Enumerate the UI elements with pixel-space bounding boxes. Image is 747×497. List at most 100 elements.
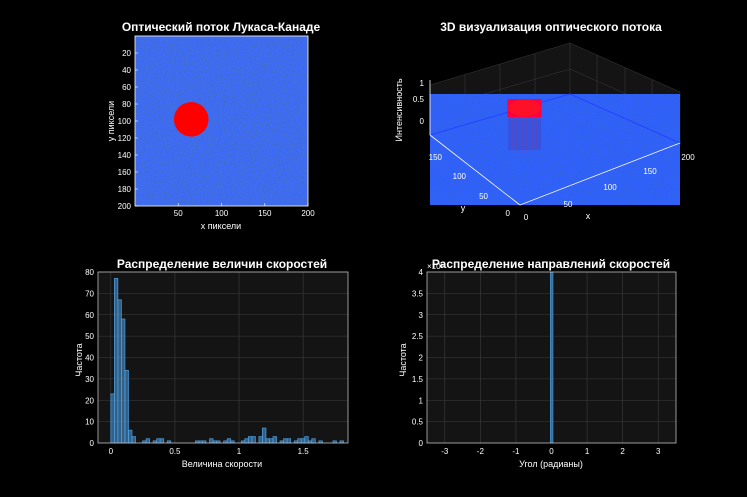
heatmap-panel: Оптический поток Лукаса-Канаде 20 40 60 80 1…	[106, 20, 321, 231]
magnitude-y-tick-label: 10	[85, 418, 94, 427]
direction-ylabel: Частота	[398, 343, 408, 376]
magnitude-x-tick-label: 0.5	[169, 447, 181, 456]
magnitude-bar	[283, 438, 288, 444]
direction-y-tick-label: 1	[419, 396, 424, 405]
heatmap-y-tick-label: 200	[118, 202, 132, 211]
heatmap-xlabel: x пиксели	[201, 221, 241, 231]
magnitude-bar	[269, 438, 274, 444]
surface-xlabel: x	[586, 211, 591, 221]
heatmap-y-tick-label: 40	[122, 66, 131, 75]
magnitude-bars	[110, 278, 344, 444]
magnitude-bar	[304, 436, 309, 444]
magnitude-bar	[244, 438, 249, 444]
magnitude-xlabel: Величина скорости	[182, 459, 262, 469]
magnitude-bar	[258, 436, 263, 444]
magnitude-bar	[311, 438, 316, 444]
direction-bar	[550, 271, 554, 444]
direction-y-tick-label: 0	[419, 439, 424, 448]
heatmap-x-tick-label: 100	[215, 209, 229, 218]
magnitude-bar	[247, 436, 253, 444]
direction-y-tick-label: 3.5	[412, 289, 424, 298]
heatmap-x-tick-label: 150	[258, 209, 272, 218]
magnitude-y-tick-label: 20	[85, 396, 94, 405]
direction-y-tick-label: 2	[419, 354, 424, 363]
magnitude-x-tick-label: 1.5	[298, 447, 310, 456]
surface-z-tick-label: 0.5	[413, 95, 425, 104]
direction-y-tick-label: 3	[419, 311, 424, 320]
magnitude-bar	[297, 438, 302, 444]
magnitude-histogram-panel: Распределение величин скоростей 0 0.5 1 1.5…	[74, 257, 349, 469]
surface-zlabel: Интенсивность	[394, 78, 404, 141]
heatmap-y-tick-label: 180	[118, 185, 132, 194]
surface-floor	[430, 94, 680, 205]
surface-y-tick-label: 0	[506, 209, 511, 218]
direction-exponent: ×10⁴	[427, 262, 445, 271]
surface-y-axis-line	[429, 134, 521, 206]
surface-grid-lines	[429, 54, 681, 131]
surface-x-tick-label: 200	[681, 153, 695, 162]
magnitude-bar	[272, 436, 277, 444]
heatmap-x-tick-label: 200	[301, 209, 315, 218]
magnitude-axes-box	[97, 271, 349, 444]
magnitude-bar	[121, 318, 126, 444]
direction-x-tick-label: -3	[441, 447, 449, 456]
heatmap-title: Оптический поток Лукаса-Канаде	[122, 20, 321, 34]
heatmap-y-tick-label: 20	[122, 49, 131, 58]
direction-axes-box	[426, 271, 677, 444]
magnitude-y-tick-label: 60	[85, 311, 94, 320]
direction-title: Распределение направлений скоростей	[432, 257, 670, 271]
magnitude-bar	[209, 438, 214, 444]
magnitude-bar	[159, 438, 165, 444]
surface-ylabel: y	[461, 203, 466, 213]
magnitude-y-tick-label: 0	[90, 439, 95, 448]
surface-x-tick-label: 100	[603, 183, 617, 192]
magnitude-bar	[110, 393, 115, 444]
heatmap-circle	[173, 102, 209, 137]
heatmap-y-tick-label: 60	[122, 83, 131, 92]
direction-x-tick-label: 1	[585, 447, 590, 456]
direction-histogram-panel: Распределение направлений скоростей -3 -2…	[398, 257, 677, 469]
magnitude-y-tick-label: 50	[85, 332, 94, 341]
magnitude-y-tick-label: 80	[85, 268, 94, 277]
magnitude-bar	[117, 299, 122, 444]
surface-y-tick-label: 50	[479, 192, 488, 201]
heatmap-y-tick-label: 80	[122, 100, 131, 109]
magnitude-ticks: 0 0.5 1 1.5 0 10 20 30 40 50 60 70 80	[85, 268, 309, 456]
direction-y-tick-label: 0.5	[412, 418, 424, 427]
magnitude-bar	[226, 438, 232, 444]
magnitude-bar	[265, 438, 270, 444]
direction-bars	[550, 271, 554, 444]
surface-z-tick-label: 1	[420, 79, 425, 88]
magnitude-x-tick-label: 0	[109, 447, 114, 456]
heatmap-y-tick-label: 140	[118, 151, 132, 160]
heatmap-ylabel: y пиксели	[106, 101, 116, 141]
surface-x-tick-label: 50	[564, 200, 573, 209]
magnitude-y-tick-label: 70	[85, 289, 94, 298]
heatmap-x-tick-label: 50	[174, 209, 183, 218]
surface-title: 3D визуализация оптического потока	[440, 20, 662, 34]
magnitude-x-tick-label: 1	[237, 447, 242, 456]
heatmap-y-ticks: 20 40 60 80 100 120 140 160 180 200	[118, 49, 138, 211]
magnitude-bar	[124, 369, 129, 444]
direction-x-tick-label: 0	[549, 447, 554, 456]
heatmap-y-tick-label: 120	[118, 134, 132, 143]
magnitude-bar	[145, 438, 150, 444]
magnitude-bar	[131, 436, 136, 444]
direction-x-tick-label: 3	[656, 447, 661, 456]
heatmap-noise-background	[135, 36, 308, 206]
direction-y-tick-label: 1.5	[412, 375, 424, 384]
direction-y-tick-label: 2.5	[412, 332, 424, 341]
direction-ticks: -3 -2 -1 0 1 2 3 0 0.5 1 1.5 2 2.5 3 3.5 4	[412, 268, 661, 456]
magnitude-bar	[113, 278, 119, 444]
magnitude-bar	[262, 427, 267, 444]
magnitude-ylabel: Частота	[74, 343, 84, 376]
surface-peak-column-stripes	[511, 110, 538, 153]
heatmap-x-ticks: 50 100 150 200	[174, 203, 315, 218]
surface-x-tick-label: 150	[643, 167, 657, 176]
magnitude-bar	[251, 436, 256, 444]
heatmap-y-tick-label: 100	[118, 117, 132, 126]
surface-y-tick-label: 100	[453, 172, 467, 181]
magnitude-y-tick-label: 30	[85, 375, 94, 384]
magnitude-bar	[128, 429, 133, 444]
